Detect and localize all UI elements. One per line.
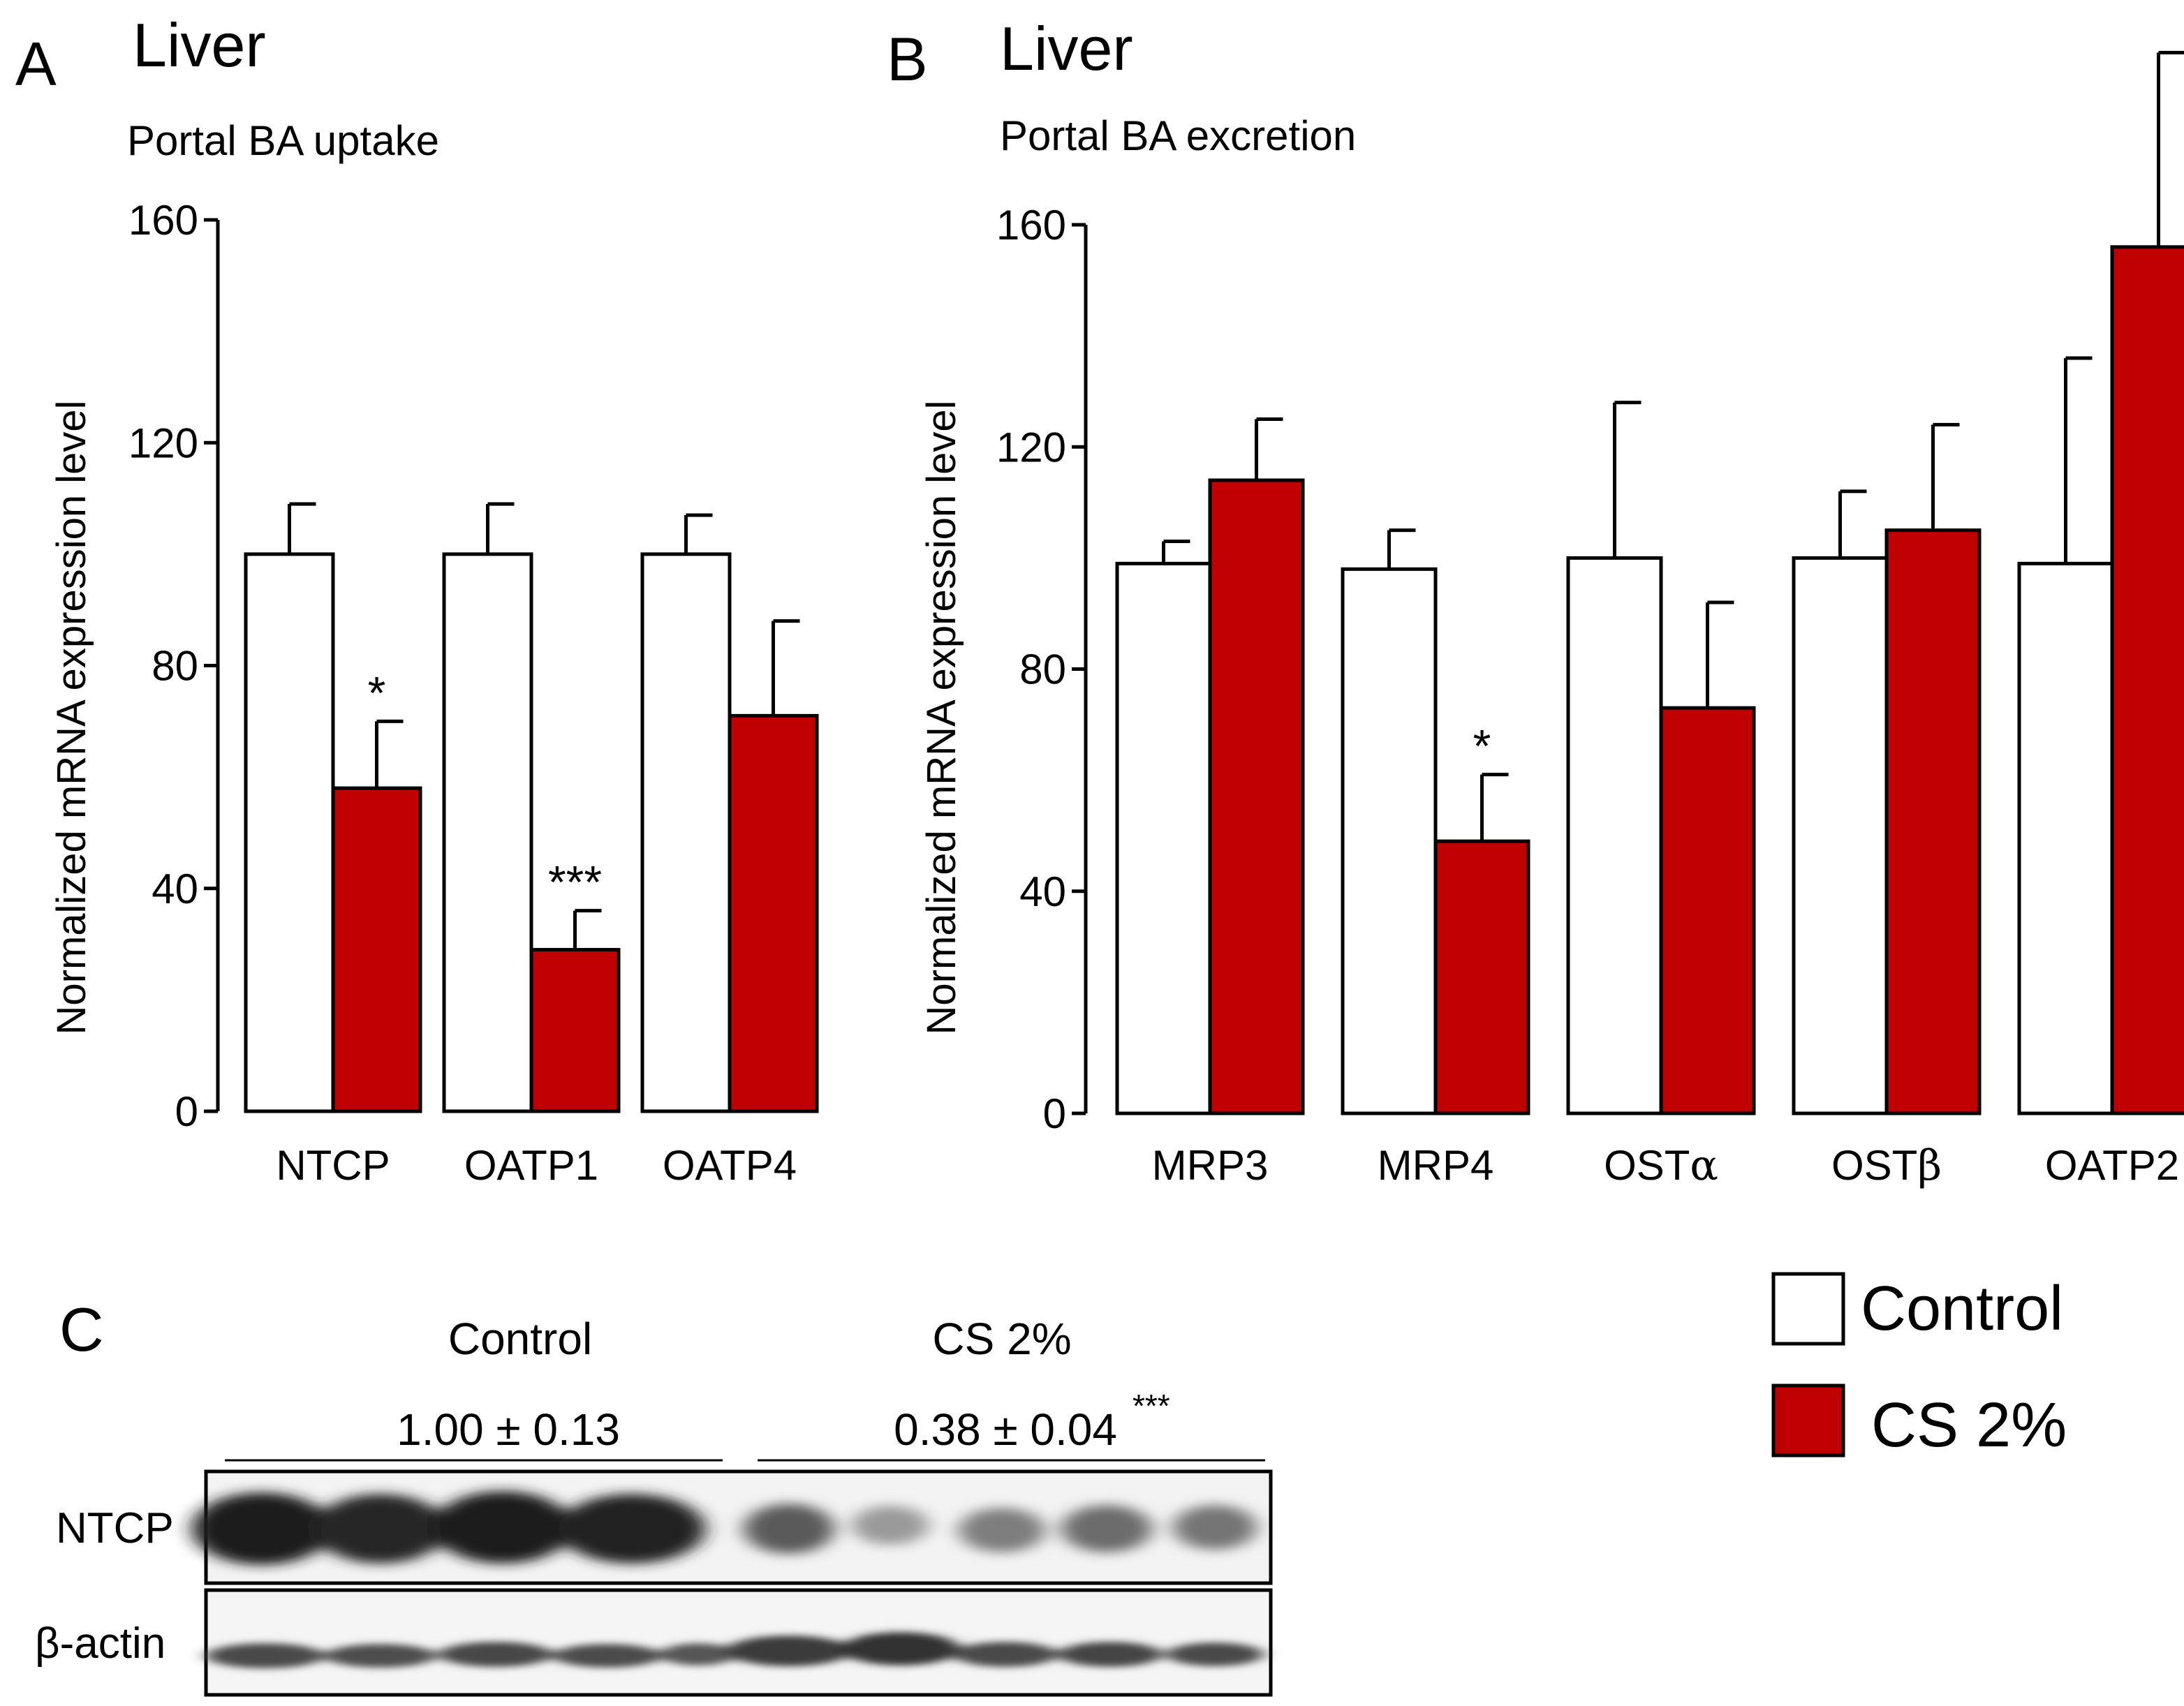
y-tick-label: 120	[128, 420, 198, 466]
blot-band-actin-9	[1058, 1642, 1163, 1667]
blot-band-ntcp-cs-3	[959, 1508, 1045, 1552]
blot-band-actin-2	[325, 1644, 436, 1668]
y-tick-label: 0	[175, 1088, 198, 1135]
bar-cs-2	[1659, 706, 1756, 1115]
bar-cs-2	[728, 713, 819, 1113]
panel-b-plot: 0 40 80 120 160 MRP3 * MRP4 OSTα OSTβ OATP2	[996, 50, 2184, 1190]
bar-control-0	[1115, 561, 1212, 1115]
blot-group-label-control: Control	[448, 1314, 592, 1364]
panel-c-letter: C	[59, 1295, 104, 1364]
bar-control-3	[1792, 556, 1889, 1115]
panel-a-title: Liver	[133, 10, 266, 80]
blot-value-control: 1.00 ± 0.13	[397, 1404, 620, 1455]
legend-swatch-control	[1771, 1272, 1845, 1346]
y-tick-label: 80	[1019, 646, 1066, 693]
bar-cs-1	[529, 948, 621, 1113]
bar-control-2	[640, 552, 732, 1113]
significance-mark: ***	[548, 856, 602, 908]
x-category-label: OATP4	[663, 1142, 797, 1189]
bar-control-4	[2017, 561, 2114, 1115]
significance-mark: *	[368, 667, 386, 718]
panel-b-subtitle: Portal BA excretion	[1000, 112, 1356, 159]
blot-band-ntcp-cs-2	[852, 1506, 929, 1545]
bar-cs-4	[2110, 245, 2184, 1115]
x-category-label: MRP4	[1378, 1142, 1494, 1189]
y-tick-label: 40	[1019, 868, 1066, 915]
blot-band-actin-6	[726, 1635, 852, 1666]
blot-band-ntcp-cs-5	[1173, 1505, 1257, 1550]
panel-a-plot: 0 40 80 120 160 * NTCP *** OATP1 OATP4	[128, 197, 819, 1189]
blot-band-actin-4	[553, 1644, 662, 1668]
blot-band-actin-10	[1166, 1642, 1264, 1666]
blot-value-cs: 0.38 ± 0.04	[894, 1404, 1117, 1455]
panel-c: C Control CS 2% 1.00 ± 0.13 0.38 ± 0.04 …	[35, 1295, 1273, 1697]
panel-a-subtitle: Portal BA uptake	[127, 117, 439, 164]
bar-control-2	[1566, 556, 1663, 1115]
blot-band-ntcp-control-1	[192, 1492, 332, 1565]
blot-band-ntcp-control-4	[559, 1494, 705, 1564]
blot-band-ntcp-cs-1	[744, 1504, 834, 1554]
blot-band-ntcp-control-3	[433, 1491, 573, 1564]
legend-label-control: Control	[1861, 1274, 2063, 1344]
blot-significance: ***	[1132, 1388, 1170, 1424]
y-tick-label: 160	[996, 202, 1066, 249]
significance-mark: *	[1473, 720, 1491, 772]
blot-band-actin-3	[438, 1642, 553, 1667]
x-category-label: MRP3	[1152, 1142, 1269, 1189]
bar-control-1	[442, 552, 533, 1113]
blot-band-actin-5	[660, 1643, 737, 1666]
blot-group-label-cs: CS 2%	[932, 1314, 1071, 1364]
blot-row-label-beta-actin: β-actin	[35, 1619, 165, 1668]
bar-cs-1	[1433, 839, 1530, 1115]
panel-a-y-axis-label: Normalized mRNA expression level	[49, 401, 94, 1035]
legend-swatch-cs	[1771, 1384, 1845, 1457]
blot-band-actin-7	[841, 1632, 960, 1666]
legend: Control CS 2%	[1771, 1272, 2067, 1460]
blot-band-ntcp-cs-4	[1061, 1505, 1152, 1552]
legend-label-cs: CS 2%	[1871, 1390, 2067, 1460]
y-tick-label: 160	[128, 197, 198, 244]
panel-a: A Liver Portal BA uptake Normalized mRNA…	[15, 10, 819, 1189]
x-category-label: NTCP	[276, 1142, 390, 1189]
blot-band-actin-8	[953, 1642, 1058, 1667]
x-category-label: OSTα	[1604, 1141, 1718, 1190]
y-tick-label: 120	[996, 424, 1066, 470]
panel-b-title: Liver	[1000, 14, 1133, 83]
blot-row-label-ntcp: NTCP	[56, 1504, 174, 1552]
panel-b-y-axis-label: Normalized mRNA expression level	[919, 401, 964, 1035]
x-category-label: OATP1	[464, 1142, 598, 1189]
y-tick-label: 80	[152, 643, 198, 690]
panel-a-letter: A	[15, 29, 57, 98]
y-tick-label: 40	[152, 866, 198, 912]
panel-b-letter: B	[887, 24, 928, 94]
x-category-label: OATP2	[2045, 1142, 2179, 1189]
x-category-label: OSTβ	[1831, 1141, 1942, 1190]
blot-band-actin-1	[206, 1643, 325, 1668]
bar-control-0	[244, 552, 335, 1113]
bar-cs-3	[1884, 528, 1982, 1115]
bar-cs-0	[331, 786, 422, 1113]
blot-band-ntcp-control-2	[314, 1494, 447, 1564]
bar-cs-0	[1208, 478, 1305, 1115]
panel-b: B Liver Portal BA excretion Normalized m…	[887, 14, 2184, 1190]
bar-control-1	[1341, 567, 1438, 1115]
y-tick-label: 0	[1043, 1090, 1066, 1137]
